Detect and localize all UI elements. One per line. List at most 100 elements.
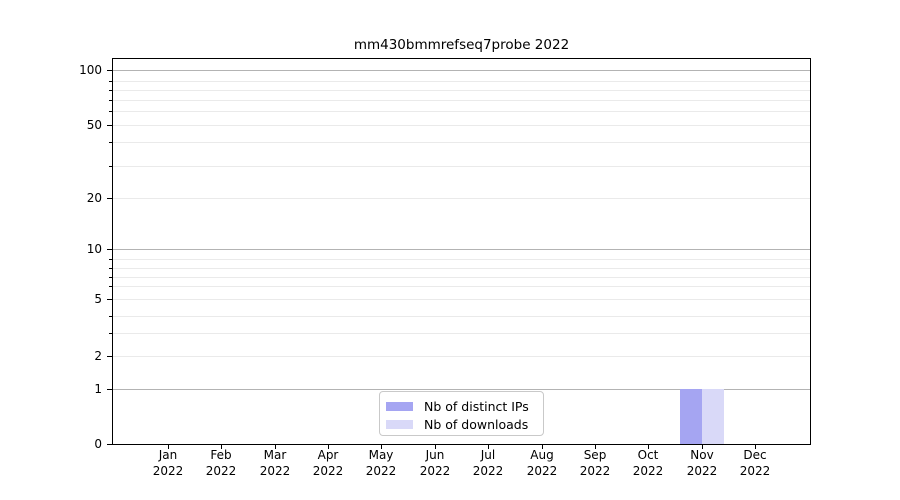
- x-tick-year: 2022: [419, 463, 451, 478]
- x-tick-month: May: [368, 448, 394, 462]
- y-tick-label: 50: [86, 118, 102, 132]
- x-tick-month: Aug: [530, 448, 554, 462]
- x-tickmark: [435, 445, 436, 449]
- y-minor-tickmark: [109, 166, 112, 167]
- x-tick-month: Apr: [317, 448, 339, 462]
- y-tick-label: 20: [86, 191, 102, 205]
- x-tickmark: [221, 445, 222, 449]
- x-tickmark: [275, 445, 276, 449]
- x-tick-label: Jul 2022: [456, 448, 520, 479]
- bar-downloads: [702, 389, 724, 444]
- y-tick-label: 1: [94, 382, 102, 396]
- x-tick-year: 2022: [526, 463, 558, 478]
- x-tickmark: [542, 445, 543, 449]
- y-tickmark: [107, 389, 112, 390]
- x-tick-label: Sep 2022: [563, 448, 627, 479]
- plot-bottom-spine: [112, 444, 811, 445]
- x-tick-label: Nov 2022: [670, 448, 734, 479]
- x-tick-month: Dec: [743, 448, 767, 462]
- x-tick-month: Oct: [637, 448, 659, 462]
- major-gridline: [113, 249, 810, 250]
- y-tick-label: 100: [79, 63, 102, 77]
- x-tick-year: 2022: [686, 463, 718, 478]
- x-tickmark: [648, 445, 649, 449]
- legend-entry: Nb of downloads: [386, 415, 535, 433]
- minor-gridline: [113, 299, 810, 300]
- y-minor-tickmark: [109, 81, 112, 82]
- y-minor-tickmark: [109, 268, 112, 269]
- y-minor-tickmark: [109, 316, 112, 317]
- x-tick-month: Feb: [210, 448, 232, 462]
- major-gridline: [113, 70, 810, 71]
- x-tick-label: Dec 2022: [723, 448, 787, 479]
- x-tick-month: Jul: [480, 448, 496, 462]
- x-tick-month: Jun: [425, 448, 445, 462]
- minor-gridline: [113, 277, 810, 278]
- legend-label: Nb of downloads: [424, 416, 529, 432]
- plot-left-spine: [112, 58, 113, 445]
- minor-gridline: [113, 125, 810, 126]
- x-tick-year: 2022: [365, 463, 397, 478]
- x-tick-year: 2022: [152, 463, 184, 478]
- minor-gridline: [113, 111, 810, 112]
- x-tick-label: Jan 2022: [136, 448, 200, 479]
- y-tick-label: 2: [94, 349, 102, 363]
- minor-gridline: [113, 268, 810, 269]
- x-tick-label: Feb 2022: [189, 448, 253, 479]
- chart-title: mm430bmmrefseq7probe 2022: [353, 37, 570, 53]
- y-minor-tickmark: [109, 125, 112, 126]
- legend-entry: Nb of distinct IPs: [386, 397, 535, 415]
- y-tick-label: 10: [86, 242, 102, 256]
- x-tickmark: [488, 445, 489, 449]
- y-minor-tickmark: [109, 299, 112, 300]
- x-tick-year: 2022: [312, 463, 344, 478]
- x-tick-label: May 2022: [349, 448, 413, 479]
- legend-swatch: [386, 419, 413, 429]
- y-minor-tickmark: [109, 198, 112, 199]
- x-tickmark: [168, 445, 169, 449]
- x-tick-year: 2022: [259, 463, 291, 478]
- x-tick-label: Apr 2022: [296, 448, 360, 479]
- y-minor-tickmark: [109, 90, 112, 91]
- y-tickmark: [107, 249, 112, 250]
- y-minor-tickmark: [109, 142, 112, 143]
- minor-gridline: [113, 356, 810, 357]
- minor-gridline: [113, 316, 810, 317]
- plot-right-spine: [810, 58, 811, 445]
- minor-gridline: [113, 259, 810, 260]
- x-tickmark: [755, 445, 756, 449]
- x-tick-year: 2022: [632, 463, 664, 478]
- legend: Nb of distinct IPs Nb of downloads: [379, 391, 544, 436]
- x-tick-month: Sep: [583, 448, 607, 462]
- x-tick-label: Aug 2022: [510, 448, 574, 479]
- minor-gridline: [113, 333, 810, 334]
- y-minor-tickmark: [109, 111, 112, 112]
- x-tick-year: 2022: [579, 463, 611, 478]
- x-tick-month: Jan: [158, 448, 178, 462]
- minor-gridline: [113, 166, 810, 167]
- x-tick-label: Jun 2022: [403, 448, 467, 479]
- y-minor-tickmark: [109, 259, 112, 260]
- x-tickmark: [595, 445, 596, 449]
- major-gridline: [113, 389, 810, 390]
- x-tick-year: 2022: [205, 463, 237, 478]
- x-tick-label: Mar 2022: [243, 448, 307, 479]
- minor-gridline: [113, 90, 810, 91]
- minor-gridline: [113, 81, 810, 82]
- x-tick-label: Oct 2022: [616, 448, 680, 479]
- y-tick-label: 0: [94, 437, 102, 451]
- x-tick-year: 2022: [472, 463, 504, 478]
- x-tick-year: 2022: [739, 463, 771, 478]
- y-minor-tickmark: [109, 286, 112, 287]
- minor-gridline: [113, 142, 810, 143]
- x-tick-month: Nov: [690, 448, 714, 462]
- bar-distinct-ips: [680, 389, 702, 444]
- y-minor-tickmark: [109, 333, 112, 334]
- x-tickmark: [381, 445, 382, 449]
- y-tickmark: [107, 444, 112, 445]
- y-tickmark: [107, 70, 112, 71]
- y-tick-label: 5: [94, 292, 102, 306]
- y-minor-tickmark: [109, 100, 112, 101]
- x-tickmark: [702, 445, 703, 449]
